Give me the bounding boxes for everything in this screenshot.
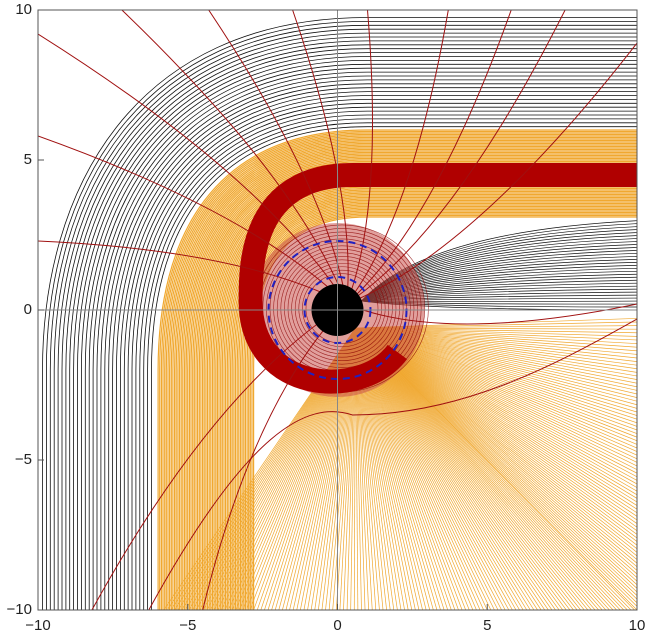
y-tick-label: −5 xyxy=(15,451,32,468)
y-tick-label: 10 xyxy=(15,1,32,18)
x-tick-label: −10 xyxy=(25,617,50,634)
x-tick-label: −5 xyxy=(179,617,196,634)
x-tick-label: 0 xyxy=(333,617,341,634)
y-tick-label: 5 xyxy=(24,151,32,168)
y-tick-label: 0 xyxy=(24,301,32,318)
x-tick-label: 10 xyxy=(629,617,646,634)
x-tick-label: 5 xyxy=(483,617,491,634)
y-tick-label: −10 xyxy=(7,601,32,618)
plot-area xyxy=(38,10,648,638)
